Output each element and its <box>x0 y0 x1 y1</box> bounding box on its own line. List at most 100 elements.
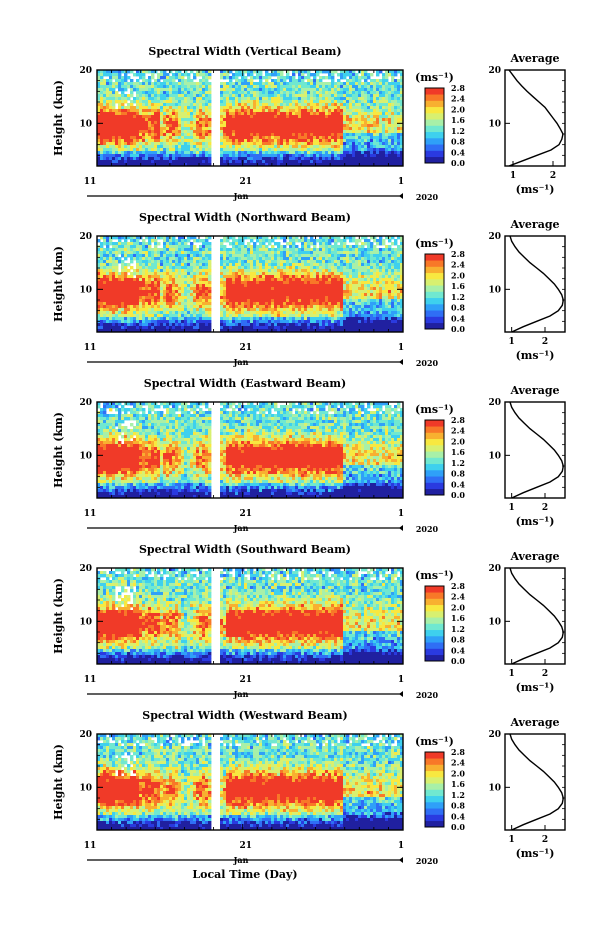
heatmap-cell <box>193 127 197 131</box>
heatmap-cell <box>325 115 329 119</box>
heatmap-cell <box>193 88 197 92</box>
heatmap-cell <box>307 82 311 86</box>
heatmap-cell <box>118 109 122 113</box>
heatmap-cell <box>235 112 239 116</box>
heatmap-cell <box>127 326 131 330</box>
heatmap-cell <box>253 245 257 249</box>
heatmap-cell <box>268 275 272 279</box>
heatmap-cell <box>373 94 377 98</box>
heatmap-cell <box>109 248 113 252</box>
heatmap-cell <box>259 109 263 113</box>
heatmap-cell <box>166 73 170 77</box>
heatmap-cell <box>253 323 257 327</box>
heatmap-cell <box>193 112 197 116</box>
heatmap-cell <box>133 148 137 152</box>
heatmap-cell <box>193 326 197 330</box>
heatmap-cell <box>190 314 194 318</box>
heatmap-cell <box>145 82 149 86</box>
heatmap-cell <box>256 142 260 146</box>
heatmap-cell <box>379 142 383 146</box>
heatmap-cell <box>274 79 278 83</box>
heatmap-cell <box>265 124 269 128</box>
colorbar: (ms⁻¹)2.82.42.01.61.20.80.40.0 <box>415 71 465 168</box>
heatmap-cell <box>151 82 155 86</box>
heatmap-cell <box>118 239 122 243</box>
heatmap-cell <box>142 275 146 279</box>
heatmap-cell <box>334 121 338 125</box>
heatmap-cell <box>301 124 305 128</box>
heatmap-cell <box>259 242 263 246</box>
heatmap-cell <box>271 266 275 270</box>
heatmap-cell <box>133 254 137 258</box>
heatmap-cell <box>100 242 104 246</box>
heatmap-cell <box>235 308 239 312</box>
heatmap-cell <box>166 242 170 246</box>
heatmap-cell <box>355 100 359 104</box>
heatmap-cell <box>142 293 146 297</box>
heatmap-cell <box>313 118 317 122</box>
heatmap-cell <box>358 103 362 107</box>
heatmap-cell <box>196 293 200 297</box>
heatmap-cell <box>238 323 242 327</box>
heatmap-cell <box>298 154 302 158</box>
heatmap-cell <box>265 139 269 143</box>
heatmap-cell <box>271 317 275 321</box>
heatmap-cell <box>265 323 269 327</box>
heatmap-cell <box>100 127 104 131</box>
heatmap-cell <box>157 109 161 113</box>
heatmap-cell <box>202 124 206 128</box>
heatmap-cell <box>223 127 227 131</box>
heatmap-cell <box>157 314 161 318</box>
heatmap-cell <box>241 103 245 107</box>
heatmap-cell <box>268 154 272 158</box>
heatmap-cell <box>370 154 374 158</box>
heatmap-cell <box>103 130 107 134</box>
heatmap-cell <box>385 106 389 110</box>
heatmap-cell <box>268 329 272 333</box>
heatmap-cell <box>232 299 236 303</box>
heatmap-cell <box>100 73 104 77</box>
colorbar-unit: (ms⁻¹) <box>415 71 454 84</box>
heatmap-cell <box>175 266 179 270</box>
heatmap-cell <box>160 151 164 155</box>
heatmap-cell <box>169 314 173 318</box>
heatmap-cell <box>253 115 257 119</box>
heatmap-cell <box>385 148 389 152</box>
heatmap-cell <box>271 278 275 282</box>
heatmap-cell <box>259 79 263 83</box>
heatmap-cell <box>385 112 389 116</box>
heatmap-cell <box>151 142 155 146</box>
heatmap-cell <box>244 163 248 167</box>
heatmap-cell <box>322 154 326 158</box>
heatmap-cell <box>136 142 140 146</box>
heatmap-cell <box>205 263 209 267</box>
heatmap-cell <box>127 287 131 291</box>
heatmap-cell <box>244 269 248 273</box>
heatmap-cell <box>232 296 236 300</box>
heatmap-cell <box>331 154 335 158</box>
heatmap-cell <box>139 317 143 321</box>
heatmap-cell <box>190 94 194 98</box>
heatmap-cell <box>247 317 251 321</box>
heatmap-cell <box>307 157 311 161</box>
heatmap-cell <box>229 263 233 267</box>
heatmap-cell <box>223 248 227 252</box>
heatmap-cell <box>238 305 242 309</box>
heatmap-cell <box>256 239 260 243</box>
heatmap-cell <box>196 109 200 113</box>
heatmap-cell <box>223 109 227 113</box>
heatmap-cell <box>118 127 122 131</box>
heatmap-cell <box>262 115 266 119</box>
heatmap-cell <box>283 248 287 252</box>
heatmap-cell <box>223 323 227 327</box>
heatmap-cell <box>400 103 404 107</box>
heatmap-cell <box>250 317 254 321</box>
heatmap-cell <box>397 124 401 128</box>
heatmap-cell <box>133 163 137 167</box>
heatmap-cell <box>160 103 164 107</box>
heatmap-cell <box>115 320 119 324</box>
heatmap-cell <box>235 314 239 318</box>
heatmap-cell <box>271 127 275 131</box>
heatmap-cell <box>199 263 203 267</box>
heatmap-cell <box>241 124 245 128</box>
